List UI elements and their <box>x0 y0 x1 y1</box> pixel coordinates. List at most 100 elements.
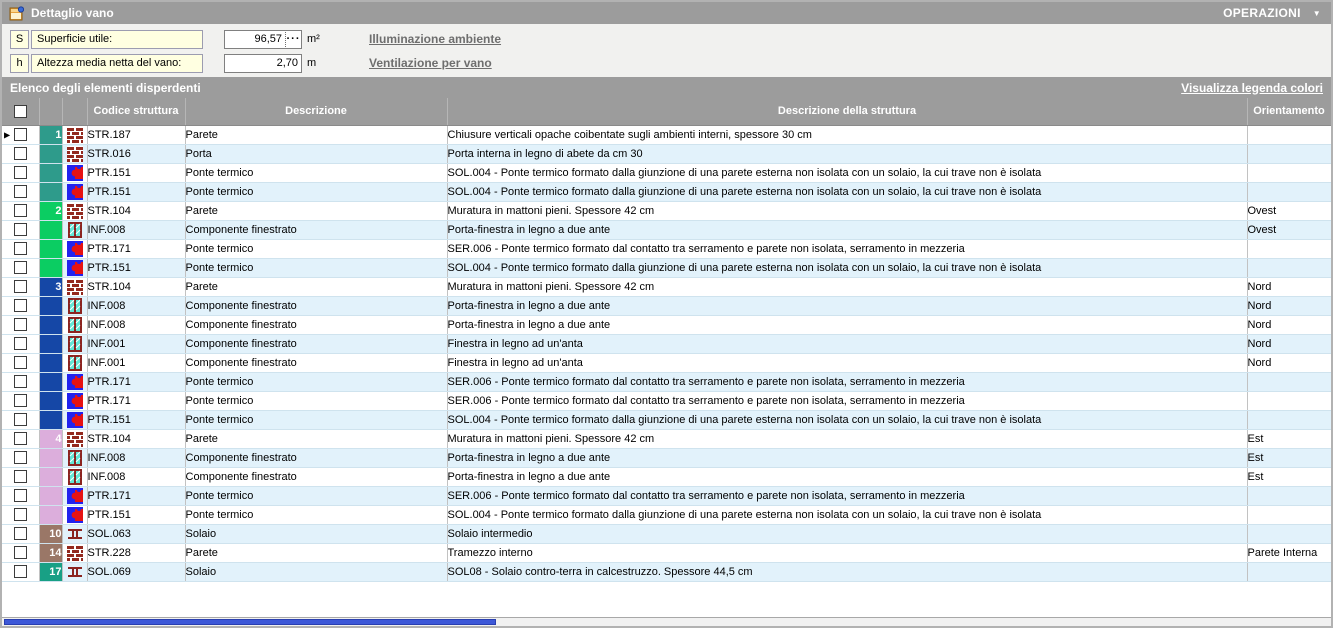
window-icon <box>67 355 83 371</box>
orientamento-cell: Est <box>1247 429 1331 449</box>
orientamento-cell: Nord <box>1247 296 1331 316</box>
row-checkbox[interactable] <box>13 299 27 312</box>
row-checkbox[interactable] <box>13 375 27 388</box>
struttura-cell: Porta-finestra in legno a due ante <box>447 296 1248 316</box>
group-number-cell <box>39 315 63 335</box>
select-all-checkbox[interactable] <box>13 104 27 118</box>
struttura-cell: Solaio intermedio <box>447 524 1248 544</box>
table-row[interactable]: PTR.151 Ponte termico SOL.004 - Ponte te… <box>2 182 1331 202</box>
orientamento-cell <box>1247 239 1331 259</box>
table-row[interactable]: 4 STR.104 Parete Muratura in mattoni pie… <box>2 429 1331 449</box>
table-row[interactable]: PTR.171 Ponte termico SER.006 - Ponte te… <box>2 372 1331 392</box>
operazioni-menu-button[interactable]: OPERAZIONI ▼ <box>1223 6 1321 20</box>
table-row[interactable]: INF.008 Componente finestrato Porta-fine… <box>2 448 1331 468</box>
horizontal-scrollbar[interactable] <box>2 617 1331 626</box>
descrizione-cell: Solaio <box>185 524 448 544</box>
table-row[interactable]: INF.001 Componente finestrato Finestra i… <box>2 334 1331 354</box>
row-checkbox[interactable] <box>13 242 27 255</box>
struttura-cell: SER.006 - Ponte termico formato dal cont… <box>447 372 1248 392</box>
struttura-cell: Muratura in mattoni pieni. Spessore 42 c… <box>447 201 1248 221</box>
row-checkbox[interactable] <box>13 527 27 540</box>
horizontal-scrollbar-thumb[interactable] <box>4 619 496 625</box>
elements-grid: Codice struttura Descrizione Descrizione… <box>2 98 1331 617</box>
row-checkbox[interactable] <box>13 394 27 407</box>
codice-cell: INF.008 <box>87 315 186 335</box>
descrizione-cell: Ponte termico <box>185 258 448 278</box>
descrizione-cell: Parete <box>185 543 448 563</box>
table-row[interactable]: INF.001 Componente finestrato Finestra i… <box>2 353 1331 373</box>
select-cell <box>2 467 40 487</box>
codice-cell: PTR.151 <box>87 410 186 430</box>
row-checkbox[interactable] <box>13 356 27 369</box>
table-row[interactable]: INF.008 Componente finestrato Porta-fine… <box>2 315 1331 335</box>
illuminazione-ambiente-link[interactable]: Illuminazione ambiente <box>369 32 502 46</box>
altezza-input[interactable]: 2,70 <box>224 53 302 73</box>
table-row[interactable]: PTR.171 Ponte termico SER.006 - Ponte te… <box>2 391 1331 411</box>
table-row[interactable]: 14 STR.228 Parete Tramezzo interno Paret… <box>2 543 1331 563</box>
row-checkbox[interactable] <box>13 432 27 445</box>
superficie-browse-button[interactable]: ··· <box>285 31 301 47</box>
row-checkbox[interactable] <box>13 565 27 578</box>
puzzle-icon <box>66 488 83 504</box>
table-row[interactable]: STR.016 Porta Porta interna in legno di … <box>2 144 1331 164</box>
table-row[interactable]: INF.008 Componente finestrato Porta-fine… <box>2 467 1331 487</box>
orientamento-cell: Ovest <box>1247 220 1331 240</box>
altezza-value[interactable]: 2,70 <box>276 57 298 69</box>
row-checkbox[interactable] <box>13 128 27 141</box>
ventilazione-vano-link[interactable]: Ventilazione per vano <box>369 56 492 70</box>
codice-cell: INF.008 <box>87 467 186 487</box>
superficie-value[interactable]: 96,57 <box>254 33 282 45</box>
row-checkbox[interactable] <box>13 185 27 198</box>
table-row[interactable]: ▶ 1 STR.187 Parete Chiusure verticali op… <box>2 125 1331 145</box>
table-row[interactable]: 17 SOL.069 Solaio SOL08 - Solaio contro-… <box>2 562 1331 582</box>
row-checkbox[interactable] <box>13 204 27 217</box>
struttura-cell: SER.006 - Ponte termico formato dal cont… <box>447 486 1248 506</box>
codice-cell: SOL.069 <box>87 562 186 582</box>
table-row[interactable]: 3 STR.104 Parete Muratura in mattoni pie… <box>2 277 1331 297</box>
column-header-orientamento: Orientamento <box>1247 98 1331 126</box>
table-row[interactable]: INF.008 Componente finestrato Porta-fine… <box>2 220 1331 240</box>
row-checkbox[interactable] <box>13 413 27 426</box>
slab-icon <box>67 564 83 580</box>
elements-table: Codice struttura Descrizione Descrizione… <box>2 98 1331 582</box>
descrizione-cell: Ponte termico <box>185 410 448 430</box>
struttura-cell: Porta-finestra in legno a due ante <box>447 315 1248 335</box>
table-row[interactable]: PTR.151 Ponte termico SOL.004 - Ponte te… <box>2 163 1331 183</box>
superficie-input[interactable]: 96,57 ··· <box>224 29 302 49</box>
visualizza-legenda-link[interactable]: Visualizza legenda colori <box>1181 80 1323 95</box>
row-checkbox[interactable] <box>13 451 27 464</box>
orientamento-cell <box>1247 372 1331 392</box>
row-checkbox[interactable] <box>13 147 27 160</box>
table-row[interactable]: PTR.151 Ponte termico SOL.004 - Ponte te… <box>2 505 1331 525</box>
select-cell <box>2 505 40 525</box>
row-checkbox[interactable] <box>13 261 27 274</box>
row-checkbox[interactable] <box>13 166 27 179</box>
table-row[interactable]: 2 STR.104 Parete Muratura in mattoni pie… <box>2 201 1331 221</box>
row-checkbox[interactable] <box>13 470 27 483</box>
codice-cell: INF.001 <box>87 353 186 373</box>
row-checkbox[interactable] <box>13 318 27 331</box>
descrizione-cell: Solaio <box>185 562 448 582</box>
table-row[interactable]: PTR.171 Ponte termico SER.006 - Ponte te… <box>2 486 1331 506</box>
row-checkbox[interactable] <box>13 223 27 236</box>
table-row[interactable]: PTR.151 Ponte termico SOL.004 - Ponte te… <box>2 410 1331 430</box>
row-checkbox[interactable] <box>13 508 27 521</box>
codice-cell: SOL.063 <box>87 524 186 544</box>
descrizione-cell: Ponte termico <box>185 505 448 525</box>
table-row[interactable]: PTR.171 Ponte termico SER.006 - Ponte te… <box>2 239 1331 259</box>
table-row[interactable]: INF.008 Componente finestrato Porta-fine… <box>2 296 1331 316</box>
orientamento-cell <box>1247 562 1331 582</box>
descrizione-cell: Componente finestrato <box>185 220 448 240</box>
descrizione-cell: Componente finestrato <box>185 467 448 487</box>
struttura-cell: Porta-finestra in legno a due ante <box>447 220 1248 240</box>
select-cell <box>2 562 40 582</box>
row-checkbox[interactable] <box>13 546 27 559</box>
table-row[interactable]: 10 SOL.063 Solaio Solaio intermedio <box>2 524 1331 544</box>
table-row[interactable]: PTR.151 Ponte termico SOL.004 - Ponte te… <box>2 258 1331 278</box>
group-number-cell <box>39 334 63 354</box>
row-checkbox[interactable] <box>13 280 27 293</box>
row-checkbox[interactable] <box>13 489 27 502</box>
orientamento-cell: Est <box>1247 448 1331 468</box>
row-checkbox[interactable] <box>13 337 27 350</box>
